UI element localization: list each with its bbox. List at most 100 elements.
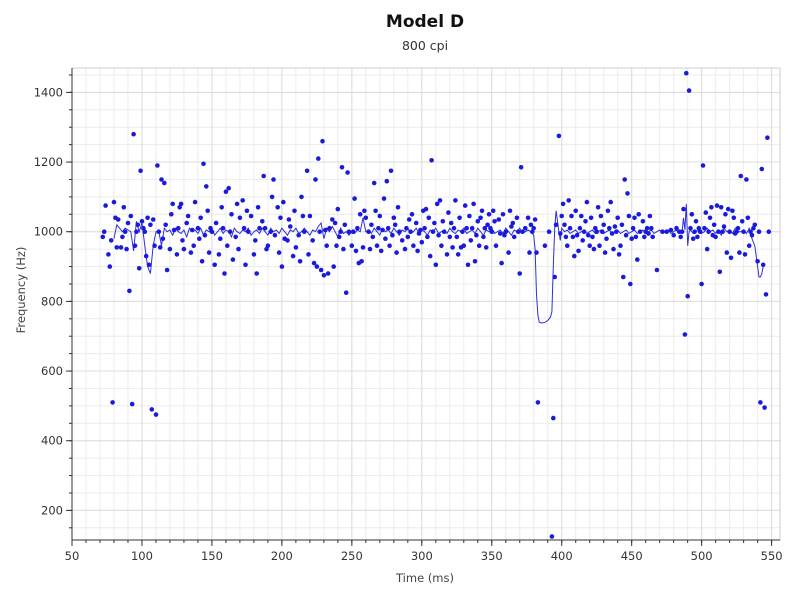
data-point [727,229,732,234]
data-point [506,250,511,255]
data-point [440,219,446,224]
data-point [590,234,595,240]
data-point [184,220,189,226]
data-point [202,232,208,238]
data-point [469,225,475,231]
data-point [612,224,618,229]
data-point [205,208,210,214]
data-point [378,248,384,254]
data-point [406,217,412,222]
data-point [690,236,696,241]
data-point [370,234,376,240]
data-point [728,255,734,261]
data-point [306,252,311,257]
data-point [707,215,713,221]
data-point [520,229,525,234]
y-tick-label: 400 [41,434,63,448]
data-point [434,201,440,207]
data-point [762,405,767,410]
data-point [129,401,135,407]
x-tick-label: 100 [131,549,153,563]
data-point [588,215,594,221]
data-point [562,222,567,228]
data-point [225,243,230,248]
data-point [730,208,735,214]
data-point [678,234,683,240]
data-point [679,229,685,234]
data-point [502,232,507,238]
data-point [297,259,303,264]
data-point [629,236,634,241]
data-point [419,239,425,245]
data-point [248,213,254,219]
data-point [735,225,741,231]
data-point [450,245,455,250]
data-point [436,232,441,238]
data-point [409,212,415,217]
data-point [721,224,727,229]
data-point [560,201,566,207]
data-point [635,257,640,262]
data-point [411,243,416,248]
data-point [362,208,367,214]
data-point [760,262,766,268]
data-point [446,210,451,215]
data-point [647,213,653,219]
y-tick-label: 600 [41,364,63,378]
data-point [607,225,612,231]
data-point [472,259,478,264]
data-point [336,234,342,240]
x-tick-label: 200 [271,549,293,563]
data-point [650,234,655,240]
data-point [734,229,739,234]
data-point [346,229,352,234]
data-point [503,229,509,234]
data-point [373,208,378,214]
data-point [236,246,241,252]
data-point [349,243,355,248]
data-point [566,198,571,203]
data-point [518,165,524,170]
data-point [746,243,752,248]
data-point [516,229,521,234]
data-point [141,225,146,231]
data-point [300,213,306,219]
data-point [345,170,350,175]
data-point [674,225,679,231]
data-point [299,194,304,200]
data-point [546,229,552,234]
data-point [260,219,265,224]
data-point [255,205,261,210]
data-point [626,213,632,219]
data-point [685,293,690,299]
data-point [272,232,278,238]
data-point [323,227,328,233]
data-point [339,165,345,170]
data-point [254,271,259,276]
data-point [286,217,292,222]
data-point [422,225,427,231]
data-point [288,224,293,229]
data-point [132,243,138,248]
data-point [467,213,472,219]
data-point [465,262,471,268]
x-tick-label: 550 [761,549,783,563]
data-point [325,271,331,276]
data-point [763,292,769,297]
data-point [413,220,419,226]
data-point [402,246,408,252]
data-point [558,231,563,236]
data-point [316,156,321,161]
data-point [681,206,686,212]
grid [71,67,781,541]
data-point [171,227,177,233]
data-point [486,212,492,217]
data-point [528,222,534,228]
data-point [553,222,559,228]
data-point [717,269,723,275]
data-point [756,229,762,234]
data-point [580,238,585,243]
data-point [353,248,359,254]
x-tick-label: 500 [691,549,713,563]
data-point [145,215,150,221]
